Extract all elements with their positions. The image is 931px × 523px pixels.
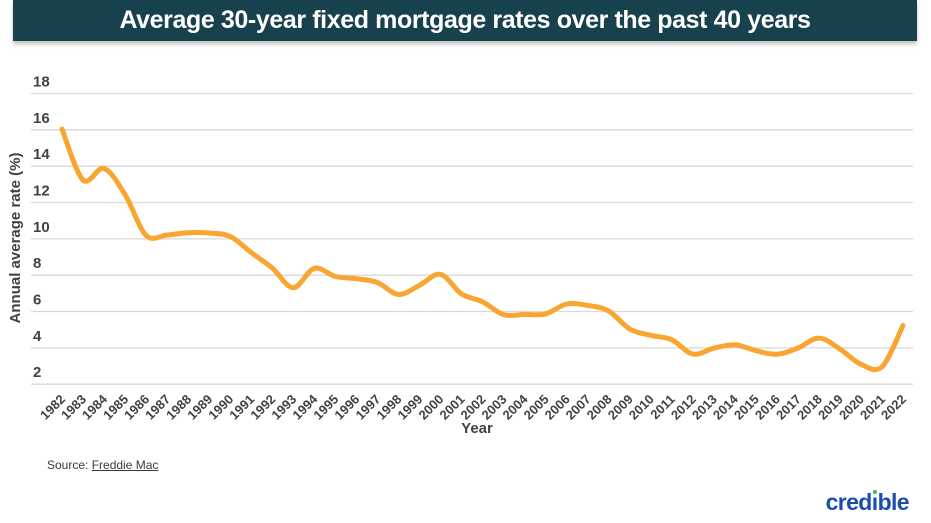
y-tick-label: 12 xyxy=(33,183,50,200)
y-tick-labels: 18 16 14 12 10 8 6 4 2 xyxy=(33,74,50,382)
logo-letter-i: ı xyxy=(871,489,878,515)
y-tick-label: 4 xyxy=(33,328,42,345)
x-axis-title: Year xyxy=(461,420,493,437)
y-tick-label: 16 xyxy=(33,110,50,127)
y-tick-label: 10 xyxy=(33,219,50,236)
y-tick-label: 8 xyxy=(33,255,41,272)
logo-text-post: ble xyxy=(877,489,910,515)
logo-green-dot-icon xyxy=(872,489,878,494)
chart-title: Average 30-year fixed mortgage rates ove… xyxy=(119,6,811,34)
mortgage-rate-chart: 18 16 14 12 10 8 6 4 2 1982 1983 1984 1985 1986 1987 19… xyxy=(0,60,931,445)
y-axis-title: Annual average rate (%) xyxy=(7,153,24,324)
source-link-freddie-mac[interactable]: Freddie Mac xyxy=(91,458,159,472)
y-tick-label: 2 xyxy=(33,364,41,381)
chart-title-banner: Average 30-year fixed mortgage rates ove… xyxy=(13,0,917,41)
x-tick-labels: 1982198319841985198619871988198919901991… xyxy=(37,391,909,423)
mortgage-rate-line xyxy=(59,126,906,373)
y-tick-label: 18 xyxy=(33,74,50,91)
x-tick-label: 2022 xyxy=(878,392,909,423)
y-tick-label: 14 xyxy=(33,146,50,163)
line-chart-canvas: 18 16 14 12 10 8 6 4 2 19821983198419851986198719… xyxy=(7,74,913,437)
source-note: Source: Freddie Mac xyxy=(47,458,158,472)
logo-text-pre: cred xyxy=(825,489,873,515)
credible-logo: credı ble xyxy=(825,489,910,516)
source-label: Source: xyxy=(47,458,89,472)
y-tick-label: 6 xyxy=(33,292,41,309)
gridlines xyxy=(31,92,913,385)
